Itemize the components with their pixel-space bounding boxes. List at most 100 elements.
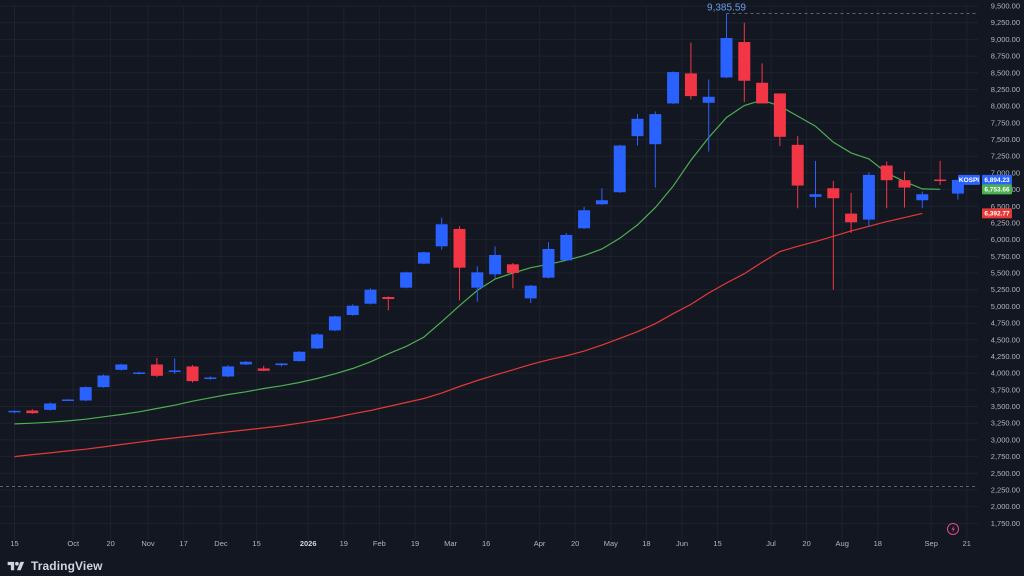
candle-body	[773, 93, 786, 137]
price-axis[interactable]: 1,750.00 2,000.00 2,250.00 2,500.00 2,750.00…	[991, 2, 1020, 528]
candle	[382, 296, 395, 311]
candle-body	[898, 180, 911, 188]
candle-body	[61, 399, 74, 401]
candle	[44, 402, 57, 411]
y-tick-label: 7,500.00	[991, 135, 1020, 144]
candle-body	[400, 272, 413, 288]
candle	[720, 13, 733, 79]
candle	[97, 374, 110, 388]
high-price-label: 9,385.59	[707, 3, 746, 14]
candle	[453, 226, 466, 301]
y-tick-label: 3,250.00	[991, 419, 1020, 428]
price-badge: 6,753.66	[982, 184, 1012, 195]
candle	[595, 188, 608, 205]
candle	[934, 160, 947, 185]
candle-body	[720, 38, 733, 78]
y-tick-label: 2,250.00	[991, 485, 1020, 494]
candle	[26, 409, 39, 414]
candle	[239, 361, 252, 366]
y-tick-label: 8,750.00	[991, 52, 1020, 61]
candle	[8, 410, 21, 414]
candle-body	[649, 114, 662, 145]
candle-body	[150, 364, 163, 376]
candle	[311, 333, 324, 350]
candle-body	[26, 410, 39, 414]
candle	[898, 171, 911, 208]
candle	[435, 217, 448, 250]
y-tick-label: 4,000.00	[991, 369, 1020, 378]
candle-body	[435, 224, 448, 247]
candle-body	[524, 285, 537, 299]
candle	[506, 262, 519, 289]
candle-body	[684, 73, 697, 97]
candle	[845, 192, 858, 233]
y-tick-label: 4,250.00	[991, 352, 1020, 361]
candle-body	[8, 410, 21, 413]
candle-body	[845, 213, 858, 223]
candle	[346, 304, 359, 316]
y-tick-label: 9,250.00	[991, 18, 1020, 27]
candle	[916, 191, 929, 209]
candle-body	[542, 248, 555, 278]
y-tick-label: 6,250.00	[991, 218, 1020, 227]
candle	[61, 399, 74, 402]
price-badge-box	[982, 184, 1012, 195]
candle-body	[222, 366, 235, 377]
candle	[791, 136, 804, 209]
candle-body	[791, 144, 804, 186]
candle-body	[417, 252, 430, 264]
lightning-icon[interactable]	[947, 523, 959, 535]
x-tick-label: 15	[713, 539, 721, 548]
candle	[364, 288, 377, 305]
y-tick-label: 5,750.00	[991, 252, 1020, 261]
candle-body	[702, 96, 715, 103]
candle	[257, 365, 270, 372]
candle-body	[862, 174, 875, 220]
tradingview-logo[interactable]: TradingView	[6, 559, 103, 573]
candle-body	[560, 234, 573, 261]
candle-body	[916, 194, 929, 201]
candle	[684, 42, 697, 100]
candle	[489, 246, 502, 279]
candle	[524, 285, 537, 304]
moving-average-long	[14, 212, 923, 458]
y-tick-label: 3,750.00	[991, 385, 1020, 394]
tradingview-logo-icon	[7, 561, 25, 570]
x-tick-label: Nov	[141, 539, 155, 548]
symbol-badge	[958, 174, 980, 185]
candle	[79, 386, 92, 402]
x-tick-label: 2026	[300, 539, 317, 548]
x-tick-label: Dec	[214, 539, 228, 548]
x-tick-label: Oct	[67, 539, 80, 548]
candle	[293, 351, 306, 362]
candle-body	[827, 188, 840, 199]
candle-body	[275, 363, 288, 366]
candle-body	[934, 179, 947, 182]
candle	[133, 371, 146, 375]
candle	[150, 357, 163, 378]
candle	[115, 363, 128, 371]
candle-body	[595, 200, 608, 205]
grid-lines	[0, 5, 978, 540]
y-tick-label: 3,000.00	[991, 435, 1020, 444]
candle-body	[115, 364, 128, 370]
y-tick-label: 5,500.00	[991, 269, 1020, 278]
time-axis[interactable]: 15 Oct 20 Nov 17 Dec 15 2026 19 Feb 19 Mar 16 Apr 20 Ma…	[10, 539, 971, 548]
candlestick-series[interactable]	[8, 13, 964, 414]
candle-body	[133, 372, 146, 374]
candle-body	[809, 194, 822, 197]
x-tick-label: 15	[252, 539, 260, 548]
candle	[168, 358, 181, 374]
x-tick-label: 17	[179, 539, 187, 548]
price-chart[interactable]: 1,750.00 2,000.00 2,250.00 2,500.00 2,750.00…	[0, 0, 1024, 556]
candle	[275, 363, 288, 367]
symbol-label: KOSPI	[959, 177, 979, 184]
x-tick-label: Mar	[444, 539, 457, 548]
candle	[417, 251, 430, 265]
candle	[809, 160, 822, 208]
y-tick-label: 5,250.00	[991, 285, 1020, 294]
candle	[756, 63, 769, 104]
candle-body	[382, 297, 395, 300]
price-badge-value: 6,753.66	[984, 187, 1010, 194]
candle	[880, 161, 893, 209]
